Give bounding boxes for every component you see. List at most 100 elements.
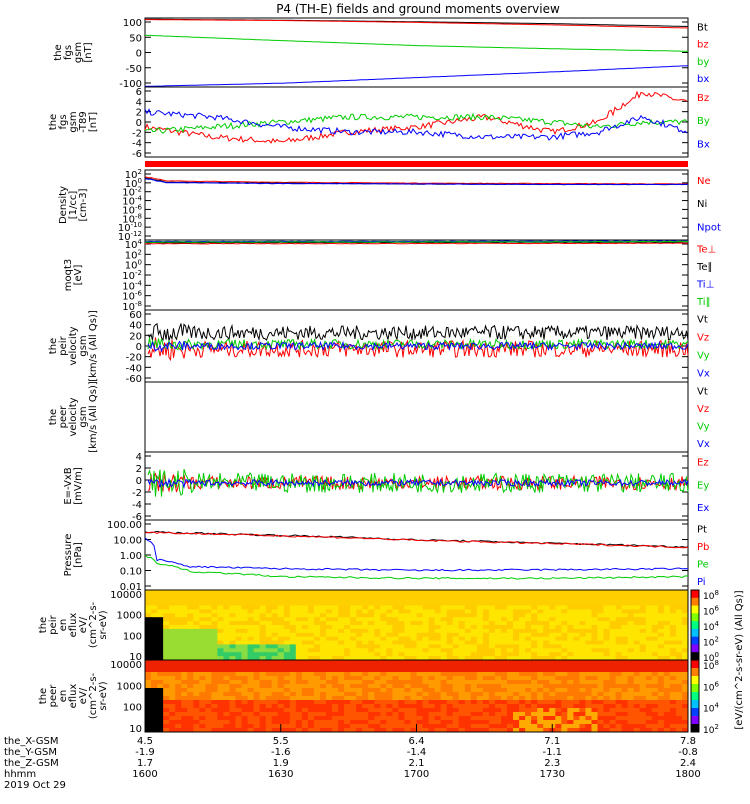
spectrogram-cell: [253, 644, 261, 649]
spectrogram-cell: [537, 708, 544, 713]
spectrogram-cell: [235, 632, 242, 638]
spectrogram-cell: [398, 668, 405, 673]
spectrogram-cell: [452, 656, 460, 661]
spectrogram-cell: [223, 664, 230, 669]
spectrogram-cell: [181, 688, 188, 693]
spectrogram-cell: [591, 716, 598, 721]
spectrogram-cell: [163, 648, 170, 653]
spectrogram-cell: [531, 613, 538, 618]
spectrogram-cell: [645, 704, 653, 709]
spectrogram-cell: [609, 617, 617, 622]
spectrogram-cell: [205, 676, 212, 681]
spectrogram-cell: [669, 684, 677, 689]
colorbar-tick: 102: [703, 723, 719, 736]
spectrogram-cell: [145, 668, 152, 673]
spectrogram-cell: [446, 708, 454, 713]
spectrogram-cell: [277, 720, 285, 725]
spectrogram-cell: [501, 728, 508, 733]
spectrogram-cell: [181, 692, 188, 697]
spectrogram-cell: [362, 613, 369, 618]
spectrogram-cell: [151, 680, 158, 685]
spectrogram-cell: [513, 613, 520, 618]
spectrogram-cell: [488, 605, 496, 610]
spectrogram-cell: [488, 613, 496, 618]
spectrogram-cell: [344, 728, 351, 733]
spectrogram-cell: [265, 605, 273, 610]
spectrogram-cell: [241, 648, 248, 653]
spectrogram-cell: [193, 708, 200, 713]
spectrogram-cell: [615, 628, 623, 634]
spectrogram-cell: [651, 696, 659, 701]
spectrogram-cell: [573, 652, 580, 657]
spectrogram-cell: [199, 720, 206, 725]
spectrogram-cell: [283, 590, 291, 595]
y-tick-label: -2: [132, 128, 142, 139]
colorbar-band: [691, 660, 699, 669]
spectrogram-cell: [428, 636, 436, 642]
y-label-line: -T89: [78, 111, 89, 133]
spectrogram-cell: [265, 628, 273, 634]
spectrogram-cell: [476, 664, 484, 669]
y-tick-label: 50: [129, 33, 142, 44]
spectrogram-cell: [344, 692, 351, 697]
y-label-line: gsm: [78, 335, 89, 356]
spectrogram-cell: [211, 660, 218, 665]
spectrogram-cell: [380, 628, 387, 634]
spectrogram-cell: [513, 700, 520, 705]
spectrogram-cell: [452, 668, 460, 673]
spectrogram-cell: [633, 712, 641, 717]
y-tick-label: 10-2: [122, 186, 142, 199]
y-tick-label: 0: [136, 476, 142, 487]
x-axis-row-label: hhmm: [4, 769, 36, 780]
spectrogram-cell: [513, 652, 520, 657]
spectrogram-cell: [368, 672, 375, 677]
spectrogram-cell: [211, 593, 218, 599]
spectrogram-cell: [470, 708, 478, 713]
spectrogram-cell: [428, 712, 436, 717]
colorbar-label: [eV/(cm^2-s-sr-eV) (All Qs)]: [734, 590, 745, 729]
spectrogram-cell: [494, 692, 502, 697]
spectrogram-cell: [338, 692, 345, 697]
spectrogram-cell: [609, 593, 617, 599]
spectrogram-cell: [205, 700, 212, 705]
spectrogram-cell: [277, 700, 285, 705]
spectrogram-cell: [615, 684, 623, 689]
spectrogram-cell: [501, 716, 508, 721]
spectrogram-cell: [241, 621, 248, 626]
spectrogram-cell: [446, 617, 454, 622]
spectrogram-cell: [470, 597, 478, 603]
spectrogram-cell: [404, 696, 411, 701]
spectrogram-cell: [507, 621, 514, 626]
x-axis-value: 7.8: [680, 736, 696, 747]
spectrogram-cell: [470, 613, 478, 618]
series-line-bx: [144, 65, 689, 87]
spectrogram-cell: [446, 728, 454, 733]
spectrogram-cell: [639, 660, 647, 665]
spectrogram-cell: [543, 708, 550, 713]
spectrogram-cell: [410, 628, 417, 634]
spectrogram-cell: [259, 700, 267, 705]
spectrogram-cell: [217, 728, 224, 733]
spectrogram-cell: [567, 704, 574, 709]
spectrogram-cell: [645, 684, 653, 689]
spectrogram-cell: [579, 692, 586, 697]
spectrogram-cell: [199, 708, 206, 713]
spectrogram-cell: [277, 636, 285, 642]
spectrogram-cell: [313, 605, 321, 610]
series-line-bz: [145, 19, 689, 29]
spectrogram-cell: [193, 656, 200, 661]
spectrogram-cell: [380, 613, 387, 618]
spectrogram-cell: [368, 593, 375, 599]
spectrogram-cell: [609, 636, 617, 642]
spectrogram-cell: [585, 640, 592, 645]
spectrogram-cell: [633, 684, 641, 689]
spectrogram-cell: [657, 605, 665, 610]
spectrogram-cell: [404, 613, 411, 618]
spectrogram-cell: [193, 636, 200, 642]
spectrogram-cell: [513, 628, 520, 634]
spectrogram-cell: [549, 708, 556, 713]
spectrogram-cell: [494, 704, 502, 709]
spectrogram-cell: [476, 640, 484, 645]
spectrogram-cell: [615, 605, 623, 610]
spectrogram-cell: [320, 628, 327, 634]
